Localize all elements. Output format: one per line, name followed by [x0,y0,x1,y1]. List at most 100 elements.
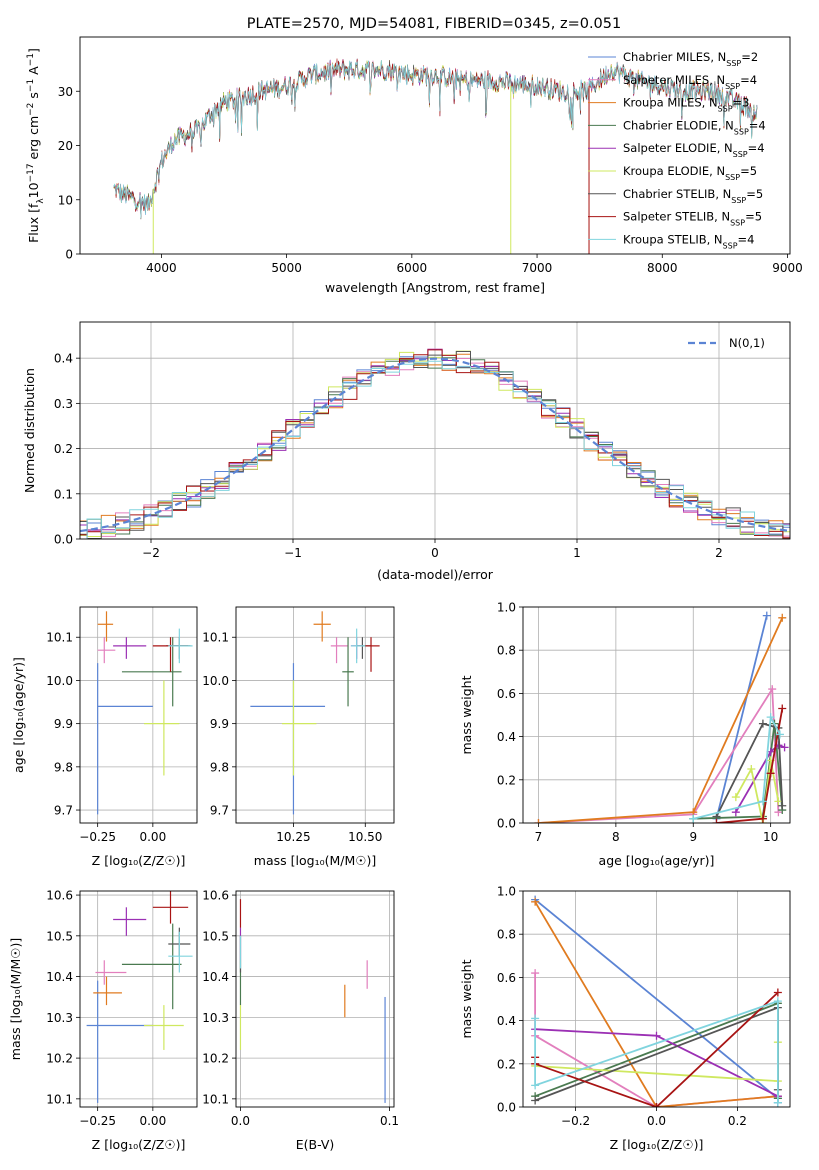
weight-marker [689,814,698,823]
y-tick-label: 0.4 [497,1014,516,1028]
y-tick-label: 20 [58,139,73,153]
spectrum-panel: 4000 5000 6000 7000 8000 9000 0 10 20 30 wavelengt… [26,36,803,295]
x-tick-label: 1 [573,546,581,560]
x-tick-label: 0.00 [139,1114,166,1128]
weight-lines [531,895,782,1107]
y-tick-label: 9.9 [54,717,73,731]
histogram-series [80,350,790,537]
y-tick-label: 9.7 [54,804,73,818]
y-axis-label: mass [log₁₀(M/M☉)] [8,938,23,1060]
figure-title: PLATE=2570, MJD=54081, FIBERID=0345, z=0… [247,16,621,32]
x-tick-label: 8 [612,830,620,844]
x-tick-label: 10.25 [276,830,310,844]
y-axis-label: Normed distribution [22,368,37,493]
weight-marker [780,743,789,752]
axes-frame [235,890,395,1108]
x-tick-label: 0.0 [231,1114,250,1128]
x-tick-label: 9 [689,830,697,844]
weight-line [735,760,780,823]
x-axis-label: Z [log₁₀(Z/Z☉)] [92,853,186,868]
y-tick-label: 1.0 [497,601,516,615]
y-tick-label: 30 [58,85,73,99]
legend-entry: Kroupa MILES, NSSP=3 [623,96,749,114]
x-axis-label: (data-model)/error [377,567,494,582]
weight-marker [768,685,777,694]
weight-marker [774,797,783,806]
y-tick-label: 0.8 [497,644,516,658]
y-tick-label: 10.4 [46,970,73,984]
y-tick-label: 10.3 [46,1011,73,1025]
weight-lines [534,611,789,823]
histogram-series [80,353,790,539]
legend-entry: Salpeter MILES, NSSP=4 [623,73,757,91]
histograms [80,348,790,539]
y-tick-label: 0.4 [54,352,73,366]
weight-line [538,686,780,823]
weight-marker [731,808,740,817]
weight-marker [762,611,771,620]
y-tick-label: 0.8 [497,928,516,942]
weight-marker [778,704,787,713]
x-axis-label: Z [log₁₀(Z/Z☉)] [92,1137,186,1152]
x-tick-label: 0.1 [380,1114,399,1128]
y-tick-label: 0.2 [54,442,73,456]
axes-frame [235,606,395,824]
y-tick-label: 0.1 [54,487,73,501]
y-tick-label: 10 [58,193,73,207]
y-tick-label: 10.1 [46,1092,73,1106]
y-tick-label: 0.6 [497,687,516,701]
axes-frame [79,321,791,540]
y-tick-label: 9.9 [210,717,229,731]
x-tick-label: 7000 [522,261,553,275]
y-tick-label: 0 [65,248,73,262]
x-tick-label: 8000 [647,261,678,275]
y-axis-label: age [log₁₀(age/yr)] [11,657,26,773]
axes-frame [522,606,791,824]
x-tick-label: 10.50 [348,830,382,844]
y-tick-label: 10.2 [46,1052,73,1066]
y-tick-label: 9.8 [54,760,73,774]
weight-marker [652,1031,661,1040]
weight-marker [778,801,787,810]
x-tick-label: 0 [431,546,439,560]
y-tick-label: 9.7 [210,804,229,818]
axes-frame [79,890,198,1108]
y-axis-label: Flux [fλ10−17 erg cm−2 s−1 A−1] [26,48,46,243]
weight-marker [766,769,775,778]
weight-line [716,708,784,823]
y-tick-label: 0.0 [54,533,73,547]
weight-marker [758,814,767,823]
weight-marker [531,897,540,906]
x-axis-label: Z [log₁₀(Z/Z☉)] [610,1137,704,1152]
legend-entry: Kroupa STELIB, NSSP=4 [623,232,754,250]
weight-line [538,617,784,823]
weight-marker [758,719,767,728]
x-tick-label: −0.2 [561,1114,590,1128]
y-tick-label: 0.3 [54,397,73,411]
legend-entry: Salpeter ELODIE, NSSP=4 [623,141,765,159]
weight-marker [731,793,740,802]
x-axis-label: mass [log₁₀(M/M☉)] [254,853,376,868]
axes-frame [79,36,791,255]
error-bars [86,891,193,1103]
legend-box: Chabrier MILES, NSSP=2 Salpeter MILES, NS… [588,50,766,250]
y-tick-label: 10.5 [46,929,73,943]
mass-age-panel: 10.25 10.50 9.7 9.8 9.9 10.0 10.1 mass [log₁₀(M… [202,606,395,868]
spectrum-line [113,60,758,218]
axes-frame [79,606,198,824]
y-tick-label: 1.0 [497,885,516,899]
gaussian-curve [80,357,790,533]
weight-line [693,714,781,820]
y-tick-label: 10.0 [202,674,229,688]
y-tick-label: 9.8 [210,760,229,774]
z-massweight-panel: −0.2 0.0 0.2 0.0 0.2 0.4 0.6 0.8 1.0 Z [log₁₀(Z/Z… [459,885,791,1152]
y-tick-label: 10.6 [46,889,73,903]
weight-marker [773,997,782,1006]
x-tick-label: −2 [142,546,160,560]
x-tick-label: 2 [715,546,723,560]
weight-marker [758,797,767,806]
weight-marker [531,969,540,978]
age-massweight-panel: 7 8 9 10 0.0 0.2 0.4 0.6 0.8 1.0 age [log₁₀(age/yr… [459,601,791,868]
histogram-series [80,349,790,539]
